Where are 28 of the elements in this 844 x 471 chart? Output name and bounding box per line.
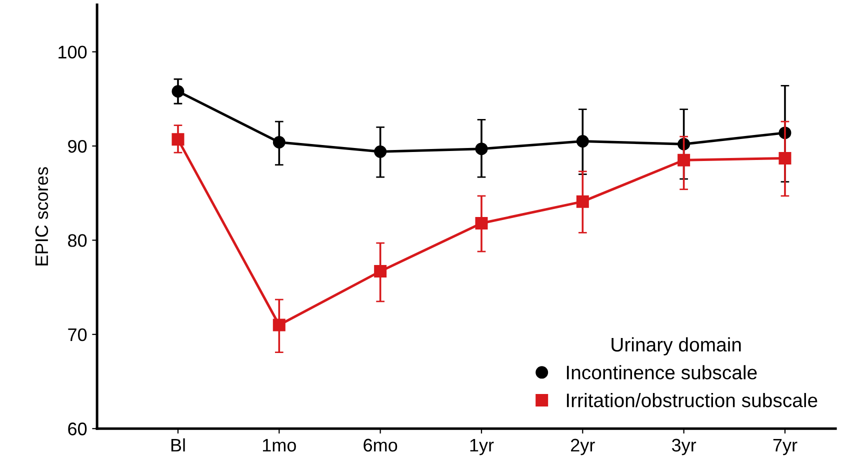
x-tick-label: 7yr bbox=[773, 438, 798, 456]
point bbox=[172, 85, 184, 98]
y-axis-title: EPIC scores bbox=[35, 167, 48, 266]
y-tick-label: 60 bbox=[68, 422, 87, 436]
y-tick-label: 70 bbox=[68, 328, 87, 342]
y-tick-label: 80 bbox=[68, 234, 87, 247]
legend-label: Irritation/obstruction subscale bbox=[566, 392, 818, 408]
x-tick-label: 1yr bbox=[470, 438, 494, 456]
y-tick-label: 100 bbox=[58, 46, 87, 59]
x-tick-label: 3yr bbox=[672, 438, 696, 456]
point bbox=[576, 135, 589, 148]
point bbox=[272, 136, 286, 148]
y-tick-label: 90 bbox=[68, 140, 87, 153]
point bbox=[172, 133, 184, 146]
legend-label: Incontinence subscale bbox=[566, 365, 757, 380]
point bbox=[475, 217, 488, 230]
point bbox=[778, 152, 792, 165]
point bbox=[374, 265, 387, 278]
point bbox=[678, 154, 690, 166]
legend-title: Urinary domain bbox=[612, 337, 741, 356]
point bbox=[576, 195, 589, 208]
x-tick-label: Bl bbox=[171, 438, 185, 452]
point bbox=[475, 142, 488, 156]
x-tick-label: 6mo bbox=[364, 438, 398, 452]
point bbox=[272, 318, 286, 332]
x-tick-label: 2yr bbox=[571, 438, 595, 456]
x-tick-label: 1mo bbox=[262, 438, 296, 452]
point bbox=[374, 145, 387, 158]
